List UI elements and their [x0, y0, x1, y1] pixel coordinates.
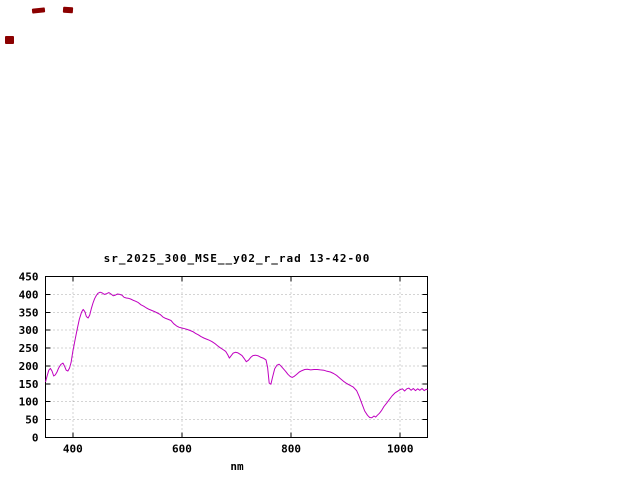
svg-text:100: 100: [19, 396, 39, 409]
svg-text:200: 200: [19, 360, 39, 373]
svg-text:1000: 1000: [387, 443, 414, 456]
svg-text:0: 0: [32, 432, 39, 445]
chart-title: sr_2025_300_MSE__y02_r_rad 13-42-00: [103, 252, 371, 265]
svg-text:600: 600: [172, 443, 192, 456]
x-axis-label: nm: [230, 460, 244, 473]
svg-text:350: 350: [19, 306, 39, 319]
svg-text:800: 800: [281, 443, 301, 456]
svg-text:250: 250: [19, 342, 39, 355]
svg-text:150: 150: [19, 378, 39, 391]
svg-text:300: 300: [19, 324, 39, 337]
svg-text:450: 450: [19, 271, 39, 284]
artifact-mark-3: [5, 36, 14, 44]
svg-text:50: 50: [25, 414, 38, 427]
svg-text:400: 400: [19, 288, 39, 301]
svg-text:400: 400: [63, 443, 83, 456]
